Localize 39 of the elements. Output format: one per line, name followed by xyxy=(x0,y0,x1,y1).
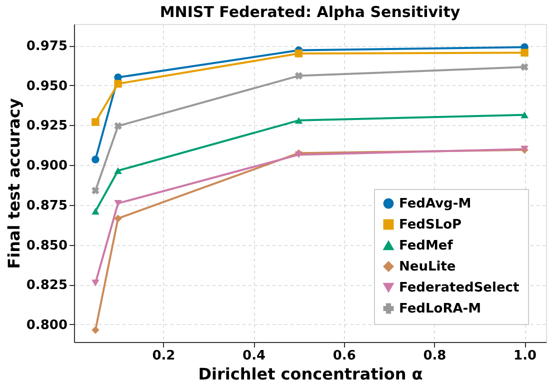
y-tick-label: 0.875 xyxy=(26,198,68,214)
x-tick-label: 1.0 xyxy=(514,348,537,364)
x-tick-label: 0.6 xyxy=(332,348,356,364)
x-axis-title: Dirichlet concentration α xyxy=(198,364,423,384)
point xyxy=(92,326,100,334)
chart-title: MNIST Federated: Alpha Sensitivity xyxy=(160,3,460,21)
y-tick-label: 0.900 xyxy=(26,158,68,174)
x-tick-label: 0.2 xyxy=(152,348,176,364)
point xyxy=(92,208,100,215)
point xyxy=(520,112,528,118)
y-tick-label: 0.950 xyxy=(26,78,68,94)
point xyxy=(114,122,122,130)
point xyxy=(520,48,528,57)
y-axis-title: Final test accuracy xyxy=(4,98,24,269)
point xyxy=(294,117,303,124)
legend-label: FedAvg-M xyxy=(399,196,472,212)
y-tick-label: 0.975 xyxy=(26,39,68,54)
point xyxy=(114,214,122,222)
legend-label: FedSLoP xyxy=(399,218,462,232)
point xyxy=(114,80,122,88)
point xyxy=(92,186,100,194)
point xyxy=(92,118,100,126)
point xyxy=(114,167,122,174)
point xyxy=(294,50,303,58)
legend-label: FederatedSelect xyxy=(399,280,520,296)
point xyxy=(92,280,100,286)
x-tick-label: 0.4 xyxy=(242,348,266,364)
legend-label: FedLoRA-M xyxy=(399,302,482,316)
y-tick-label: 0.925 xyxy=(26,118,68,134)
point xyxy=(294,72,303,80)
legend-label: NeuLite xyxy=(399,260,456,274)
point xyxy=(520,63,528,71)
y-tick-label: 0.850 xyxy=(26,238,68,254)
point xyxy=(114,200,122,207)
x-tick-label: 0.8 xyxy=(423,348,446,364)
y-tick-label: 0.800 xyxy=(26,318,68,333)
legend-label: FedMef xyxy=(399,238,454,254)
y-tick-label: 0.825 xyxy=(26,278,68,294)
point xyxy=(92,156,100,164)
